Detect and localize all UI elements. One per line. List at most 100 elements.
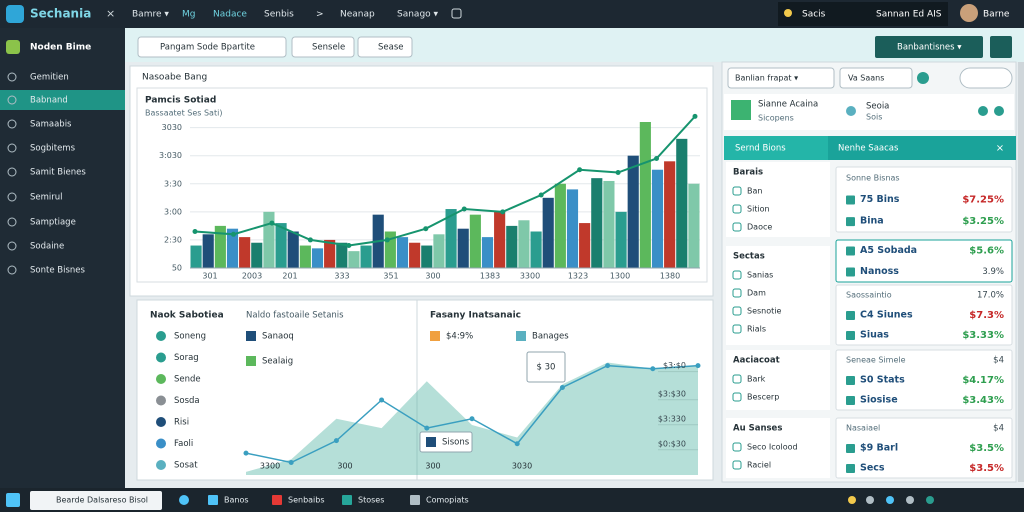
list-item[interactable]: Sende: [174, 375, 201, 385]
scrollbar[interactable]: [1018, 62, 1024, 482]
section-item[interactable]: Bescerp: [747, 393, 779, 402]
metric-value: $5.6%: [969, 246, 1004, 257]
bar: [481, 237, 494, 268]
bar: [615, 211, 627, 268]
taskbar-app: [179, 495, 189, 505]
section-item[interactable]: Ban: [747, 187, 762, 196]
top-right-item[interactable]: Barne: [983, 10, 1010, 20]
tab[interactable]: Nenhe Saacas: [838, 144, 899, 154]
legend-label: Sealaig: [262, 357, 293, 367]
legend-swatch: [246, 331, 256, 341]
section-item[interactable]: Sesnotie: [747, 307, 781, 316]
area-point: [379, 397, 385, 403]
metric-label: Sonne Bisnas: [846, 173, 900, 182]
item-icon: [156, 438, 166, 449]
section-item[interactable]: Raciel: [747, 461, 771, 470]
metric-value: $3.43%: [962, 395, 1004, 406]
top-right-item[interactable]: Sacis: [802, 10, 826, 20]
section-item[interactable]: Daoce: [747, 223, 772, 232]
taskbar-icon[interactable]: [410, 495, 420, 505]
list-item[interactable]: Sosda: [174, 396, 200, 406]
area-point: [559, 385, 565, 390]
toolbar-button[interactable]: [357, 36, 413, 58]
tab[interactable]: Sernd Bions: [735, 144, 786, 154]
sidebar-item[interactable]: Samaabis: [30, 120, 72, 130]
item-icon: [156, 460, 166, 470]
search-box[interactable]: [137, 36, 287, 58]
sidebar-item[interactable]: Semirul: [30, 193, 63, 203]
search-button[interactable]: [959, 67, 1013, 89]
action-button[interactable]: [875, 36, 983, 58]
area-point: [605, 363, 611, 369]
list-item[interactable]: Soneng: [174, 332, 206, 342]
sidebar-icon: [7, 265, 17, 275]
section-item-icon: [732, 270, 742, 280]
taskbar-search[interactable]: [30, 491, 162, 510]
taskbar-item[interactable]: Comopiats: [426, 496, 469, 505]
taskbar-item[interactable]: Senbaibs: [288, 496, 325, 505]
metric-value: 3.9%: [982, 267, 1004, 277]
sidebar-item[interactable]: Sogbitems: [30, 144, 76, 154]
section-item[interactable]: Rials: [747, 325, 766, 334]
top-right-item[interactable]: Sannan Ed AIS: [876, 10, 942, 20]
list-item[interactable]: Risi: [174, 418, 189, 428]
bar: [627, 155, 639, 268]
menu-item[interactable]: Mg: [182, 10, 195, 20]
filter-dropdown[interactable]: [727, 67, 835, 89]
y-tick-label: $3:$30: [658, 389, 686, 398]
sidebar-item[interactable]: Sodaine: [30, 242, 64, 252]
sidebar-item[interactable]: Gemitien: [30, 73, 69, 83]
chart-title: Pamcis Sotiad: [145, 96, 216, 106]
list-item[interactable]: Faoli: [174, 439, 193, 449]
metric-card: [835, 349, 1013, 411]
section-item[interactable]: Dam: [747, 289, 766, 298]
section-item[interactable]: Bark: [747, 375, 766, 384]
taskbar-item[interactable]: Stoses: [358, 496, 384, 505]
menu-item[interactable]: >: [316, 10, 324, 20]
menu-item[interactable]: Senbis: [264, 10, 294, 20]
x-tick-label: 300: [425, 272, 440, 281]
taskbar-icon[interactable]: [208, 495, 218, 505]
list-item[interactable]: Sosat: [174, 461, 198, 471]
bar: [664, 161, 676, 268]
legend-swatch: [430, 331, 440, 341]
trend-point: [577, 167, 583, 173]
sidebar-item[interactable]: Sonte Bisnes: [30, 266, 85, 276]
menu-item[interactable]: Bamre ▾: [132, 10, 169, 20]
taskbar-icon[interactable]: [272, 495, 282, 505]
start-button[interactable]: [6, 493, 20, 507]
y-tick-label: $3:$0: [663, 361, 686, 370]
close-button[interactable]: ×: [106, 7, 115, 20]
sidebar-item[interactable]: Samptiage: [30, 218, 76, 228]
toolbar-button[interactable]: [291, 36, 355, 58]
section-item[interactable]: Seco Icolood: [747, 443, 798, 452]
app-logo: Sechania: [30, 7, 91, 21]
list-item[interactable]: Sorag: [174, 353, 199, 363]
x-tick-label: 1323: [568, 272, 588, 281]
menu-item[interactable]: Nadace: [213, 10, 247, 20]
legend-label: Sanaoq: [262, 332, 294, 342]
filter-box[interactable]: [839, 67, 913, 89]
bar: [239, 237, 251, 268]
x-tick-label: 300: [337, 462, 352, 471]
tab-close[interactable]: ×: [996, 143, 1004, 154]
summary-subtitle: Sicopens: [758, 114, 794, 123]
taskbar-search-text: Bearde Dalsareso Bisol: [56, 496, 148, 505]
sidebar-item[interactable]: Samit Bienes: [30, 168, 86, 178]
trend-point: [500, 209, 506, 215]
icon-button[interactable]: [990, 36, 1012, 58]
summary-title: Sianne Acaina: [758, 100, 818, 110]
taskbar-icon[interactable]: [342, 495, 352, 505]
taskbar-item[interactable]: Banos: [224, 496, 249, 505]
sidebar-item[interactable]: Babnand: [30, 96, 68, 106]
section-box: [726, 418, 830, 478]
menu-item[interactable]: Neanap: [340, 10, 375, 20]
y-tick-label: 3:30: [164, 179, 182, 188]
bar: [469, 214, 481, 268]
menu-item[interactable]: Sanago ▾: [397, 10, 439, 20]
metric-label: A5 Sobada: [860, 245, 917, 256]
section-item[interactable]: Sanias: [747, 271, 773, 280]
metric-label: Seneae Simele: [846, 356, 906, 365]
section-item[interactable]: Sition: [747, 205, 770, 214]
metric-card: [835, 284, 1013, 346]
